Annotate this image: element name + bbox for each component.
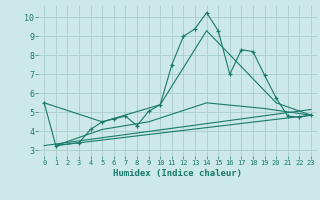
X-axis label: Humidex (Indice chaleur): Humidex (Indice chaleur) bbox=[113, 169, 242, 178]
